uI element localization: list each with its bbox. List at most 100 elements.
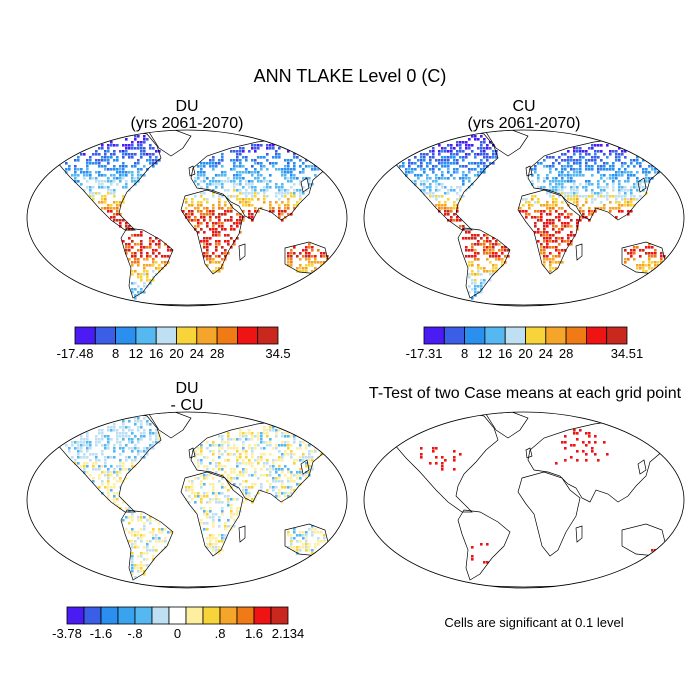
grid-cell-diff-0 [134, 417, 137, 420]
grid-cell-du-591 [212, 204, 215, 207]
grid-cell-diff-666 [215, 495, 218, 498]
grid-cell-diff-152 [128, 441, 131, 444]
grid-cell-cu-811 [465, 237, 468, 240]
grid-cell-cu-66 [576, 150, 579, 153]
grid-cell-du-122 [296, 156, 299, 159]
grid-cell-diff-17 [113, 426, 116, 429]
grid-cell-du-404 [308, 180, 311, 183]
grid-cell-diff-132 [239, 438, 242, 441]
grid-cell-diff-205 [275, 444, 278, 447]
grid-cell-du-950 [131, 270, 134, 273]
grid-cell-cu-946 [543, 258, 546, 261]
grid-cell-diff-325 [125, 456, 128, 459]
grid-cell-du-127 [95, 159, 98, 162]
grid-cell-du-808 [167, 246, 170, 249]
grid-cell-cu-104 [615, 153, 618, 156]
grid-cell-cu-734 [537, 216, 540, 219]
grid-cell-cu-65 [573, 150, 576, 153]
grid-cell-du-945 [296, 267, 299, 270]
grid-cell-du-336 [107, 177, 110, 180]
grid-cell-cu-1035 [471, 288, 474, 291]
grid-cell-du-308 [131, 174, 134, 177]
grid-cell-cu-196 [483, 162, 486, 165]
grid-cell-cu-533 [429, 192, 432, 195]
grid-cell-diff-331 [203, 456, 206, 459]
grid-cell-cu-726 [588, 213, 591, 216]
grid-cell-diff-378 [308, 459, 311, 462]
grid-cell-cu-214 [630, 162, 633, 165]
grid-cell-du-374 [113, 180, 116, 183]
grid-cell-cu-480 [564, 186, 567, 189]
grid-cell-cu-573 [576, 195, 579, 198]
grid-cell-du-173 [209, 162, 212, 165]
grid-cell-du-53 [104, 150, 107, 153]
grid-cell-diff-489 [281, 471, 284, 474]
grid-cell-du-498 [248, 192, 251, 195]
grid-cell-cu-902 [489, 252, 492, 255]
grid-cell-du-216 [272, 165, 275, 168]
colorbar-box-diff-2 [100, 606, 119, 625]
grid-cell-du-826 [206, 249, 209, 252]
grid-cell-du-968 [143, 273, 146, 276]
grid-cell-diff-907 [302, 546, 305, 549]
grid-cell-diff-422 [203, 465, 206, 468]
grid-cell-diff-878 [167, 543, 170, 546]
grid-cell-diff-897 [206, 546, 209, 549]
grid-cell-ttest-60 [486, 561, 489, 564]
grid-cell-du-13 [107, 144, 110, 147]
grid-cell-du-77 [104, 153, 107, 156]
panel-cu-title-line-2: (yrs 2061-2070) [468, 115, 581, 132]
grid-cell-cu-623 [537, 201, 540, 204]
grid-cell-du-14 [110, 144, 113, 147]
grid-cell-cu-345 [474, 174, 477, 177]
grid-cell-cu-441 [438, 183, 441, 186]
grid-cell-diff-97 [242, 435, 245, 438]
grid-cell-cu-557 [429, 195, 432, 198]
grid-cell-cu-969 [651, 261, 654, 264]
grid-cell-du-387 [221, 180, 224, 183]
grid-cell-du-732 [236, 225, 239, 228]
grid-cell-du-365 [74, 180, 77, 183]
grid-cell-du-491 [113, 192, 116, 195]
grid-cell-du-521 [218, 195, 221, 198]
colorbar-label-du-4: 20 [169, 346, 183, 361]
grid-cell-diff-92 [158, 435, 161, 438]
grid-cell-diff-498 [104, 474, 107, 477]
grid-cell-diff-461 [275, 468, 278, 471]
grid-cell-diff-829 [290, 534, 293, 537]
grid-cell-du-95 [278, 153, 281, 156]
grid-cell-cu-372 [426, 177, 429, 180]
grid-cell-diff-44 [269, 429, 272, 432]
grid-cell-du-330 [314, 174, 317, 177]
grid-cell-diff-272 [224, 450, 227, 453]
grid-cell-du-473 [254, 189, 257, 192]
grid-cell-cu-279 [561, 168, 564, 171]
grid-cell-cu-153 [456, 159, 459, 162]
grid-cell-cu-827 [486, 240, 489, 243]
grid-cell-diff-801 [149, 531, 152, 534]
grid-cell-cu-186 [444, 162, 447, 165]
grid-cell-du-736 [194, 228, 197, 231]
grid-cell-du-741 [221, 228, 224, 231]
grid-cell-diff-163 [242, 441, 245, 444]
grid-cell-cu-146 [429, 159, 432, 162]
grid-cell-ttest-13 [588, 441, 591, 444]
grid-cell-du-638 [209, 210, 212, 213]
grid-cell-diff-466 [308, 468, 311, 471]
grid-cell-diff-413 [101, 465, 104, 468]
grid-cell-du-897 [314, 258, 317, 261]
grid-cell-du-555 [263, 198, 266, 201]
grid-cell-cu-767 [576, 222, 579, 225]
grid-cell-diff-916 [212, 549, 215, 552]
grid-cell-ttest-15 [603, 441, 606, 444]
grid-cell-cu-944 [498, 258, 501, 261]
grid-cell-du-492 [200, 192, 203, 195]
grid-cell-du-843 [212, 252, 215, 255]
grid-cell-du-623 [269, 207, 272, 210]
grid-cell-cu-23 [486, 144, 489, 147]
grid-cell-cu-536 [447, 192, 450, 195]
grid-cell-cu-671 [519, 207, 522, 210]
grid-cell-du-528 [251, 195, 254, 198]
grid-cell-diff-338 [257, 456, 260, 459]
grid-cell-diff-615 [275, 486, 278, 489]
